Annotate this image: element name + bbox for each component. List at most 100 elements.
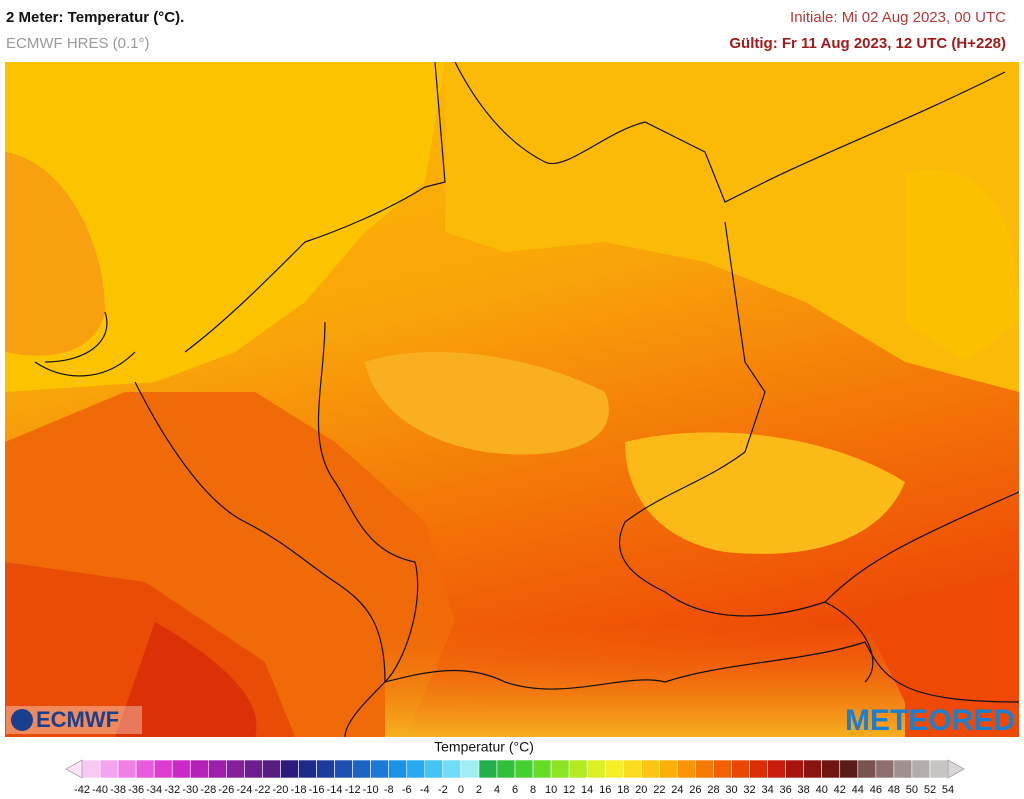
color-cell xyxy=(749,759,768,779)
color-cell xyxy=(352,759,371,779)
poland-area xyxy=(905,169,1019,362)
tick-label: -22 xyxy=(254,784,270,796)
color-cell xyxy=(532,759,552,779)
map-title: 2 Meter: Temperatur (°C). xyxy=(6,9,185,26)
high-end-arrow xyxy=(947,759,965,779)
tick-label: 2 xyxy=(476,784,482,796)
tick-label: -42 xyxy=(74,784,90,796)
tick-label: 28 xyxy=(707,784,719,796)
hot-area xyxy=(115,622,257,737)
color-cell xyxy=(514,759,534,779)
color-cell xyxy=(677,759,696,779)
color-cell xyxy=(622,759,642,779)
tick-label: 18 xyxy=(617,784,629,796)
tick-label: 6 xyxy=(512,784,518,796)
color-cell xyxy=(135,759,155,779)
color-cell xyxy=(244,759,263,779)
color-cell xyxy=(460,759,480,779)
color-cell xyxy=(821,759,841,779)
color-cell xyxy=(280,759,299,779)
tick-label: 52 xyxy=(924,784,936,796)
tick-label: 44 xyxy=(852,784,864,796)
tick-label: 32 xyxy=(743,784,755,796)
tick-label: 50 xyxy=(906,784,918,796)
color-cell xyxy=(911,759,931,779)
tick-label: 10 xyxy=(545,784,557,796)
color-cell xyxy=(406,759,426,779)
tick-label: -14 xyxy=(327,784,343,796)
tick-label: -18 xyxy=(291,784,307,796)
tick-label: 24 xyxy=(671,784,683,796)
tick-label: 4 xyxy=(494,784,500,796)
bohemia-area xyxy=(625,432,905,554)
temperature-map xyxy=(5,62,1019,737)
init-time: Initiale: Mi 02 Aug 2023, 00 UTC xyxy=(790,9,1006,26)
tick-label: 26 xyxy=(689,784,701,796)
color-cell xyxy=(316,759,335,779)
color-cell xyxy=(388,759,408,779)
tick-label: 34 xyxy=(761,784,773,796)
color-cell xyxy=(929,759,949,779)
color-cell xyxy=(117,759,137,779)
color-cell xyxy=(731,759,750,779)
color-cell xyxy=(478,759,498,779)
color-cell xyxy=(713,759,732,779)
color-cell xyxy=(370,759,390,779)
color-cell xyxy=(640,759,660,779)
tick-label: -10 xyxy=(363,784,379,796)
color-cell xyxy=(81,759,101,779)
color-cell xyxy=(550,759,570,779)
tick-label: 22 xyxy=(653,784,665,796)
tick-label: 8 xyxy=(530,784,536,796)
color-cell xyxy=(604,759,624,779)
color-cell xyxy=(857,759,877,779)
tick-label: 48 xyxy=(888,784,900,796)
tick-label: 54 xyxy=(942,784,954,796)
tick-label: 0 xyxy=(458,784,464,796)
tick-label: 16 xyxy=(599,784,611,796)
color-cell xyxy=(893,759,913,779)
color-cell xyxy=(424,759,444,779)
tick-label: 42 xyxy=(834,784,846,796)
color-cell xyxy=(207,759,227,779)
tick-label: 30 xyxy=(725,784,737,796)
color-cell xyxy=(171,759,191,779)
model-name: ECMWF HRES (0.1°) xyxy=(6,35,150,52)
tick-label: -8 xyxy=(384,784,394,796)
valid-time: Gültig: Fr 11 Aug 2023, 12 UTC (H+228) xyxy=(729,35,1006,52)
color-cell xyxy=(153,759,173,779)
color-cell xyxy=(226,759,245,779)
tick-label: -34 xyxy=(146,784,162,796)
sea-area xyxy=(5,62,445,392)
color-cell xyxy=(298,759,317,779)
color-cell xyxy=(496,759,516,779)
color-cell xyxy=(785,759,804,779)
tick-label: -26 xyxy=(218,784,234,796)
central-area xyxy=(365,352,609,455)
color-cell xyxy=(767,759,786,779)
tick-label: 46 xyxy=(870,784,882,796)
color-cell xyxy=(262,759,281,779)
tick-label: -20 xyxy=(273,784,289,796)
color-cell xyxy=(442,759,462,779)
color-cell xyxy=(568,759,588,779)
tick-label: 38 xyxy=(798,784,810,796)
color-cell xyxy=(875,759,895,779)
tick-label: 20 xyxy=(635,784,647,796)
color-cell xyxy=(839,759,859,779)
tick-label: -30 xyxy=(182,784,198,796)
tick-label: -28 xyxy=(200,784,216,796)
tick-label: 12 xyxy=(563,784,575,796)
tick-label: -12 xyxy=(345,784,361,796)
tick-label: -36 xyxy=(128,784,144,796)
tick-label: 36 xyxy=(780,784,792,796)
color-cell xyxy=(803,759,823,779)
tick-label: -38 xyxy=(110,784,126,796)
tick-label: -40 xyxy=(92,784,108,796)
color-cell xyxy=(334,759,353,779)
tick-label: -6 xyxy=(402,784,412,796)
tick-label: -2 xyxy=(438,784,448,796)
tick-label: -32 xyxy=(164,784,180,796)
color-cell xyxy=(695,759,714,779)
